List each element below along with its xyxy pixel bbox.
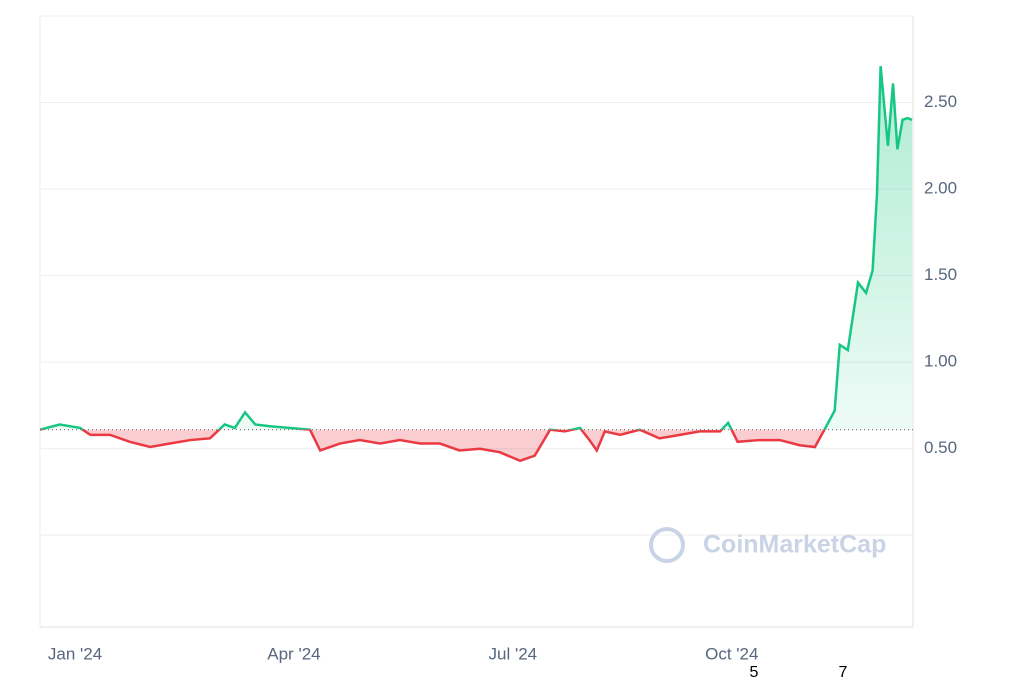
x-tick-label: Jul '24 [489, 644, 538, 663]
y-tick-label: 2.50 [924, 92, 957, 111]
y-tick-label: 1.00 [924, 352, 957, 371]
line-down [40, 429, 826, 463]
watermark-text: CoinMarketCap [703, 531, 886, 559]
area-down [40, 429, 912, 461]
y-tick-label: 1.50 [924, 265, 957, 284]
line-up [40, 66, 913, 430]
watermark: CoinMarketCap [649, 527, 886, 563]
y-tick-label: 0.50 [924, 438, 957, 457]
x-tick-label: Apr '24 [267, 644, 320, 663]
x-tick-label: Jan '24 [48, 644, 102, 663]
x-tick-label: Oct '24 [705, 644, 758, 663]
y-tick-label: 2.00 [924, 179, 957, 198]
area-up [40, 66, 912, 430]
annotation: 7 [839, 664, 848, 681]
annotation: 5 [750, 664, 759, 681]
